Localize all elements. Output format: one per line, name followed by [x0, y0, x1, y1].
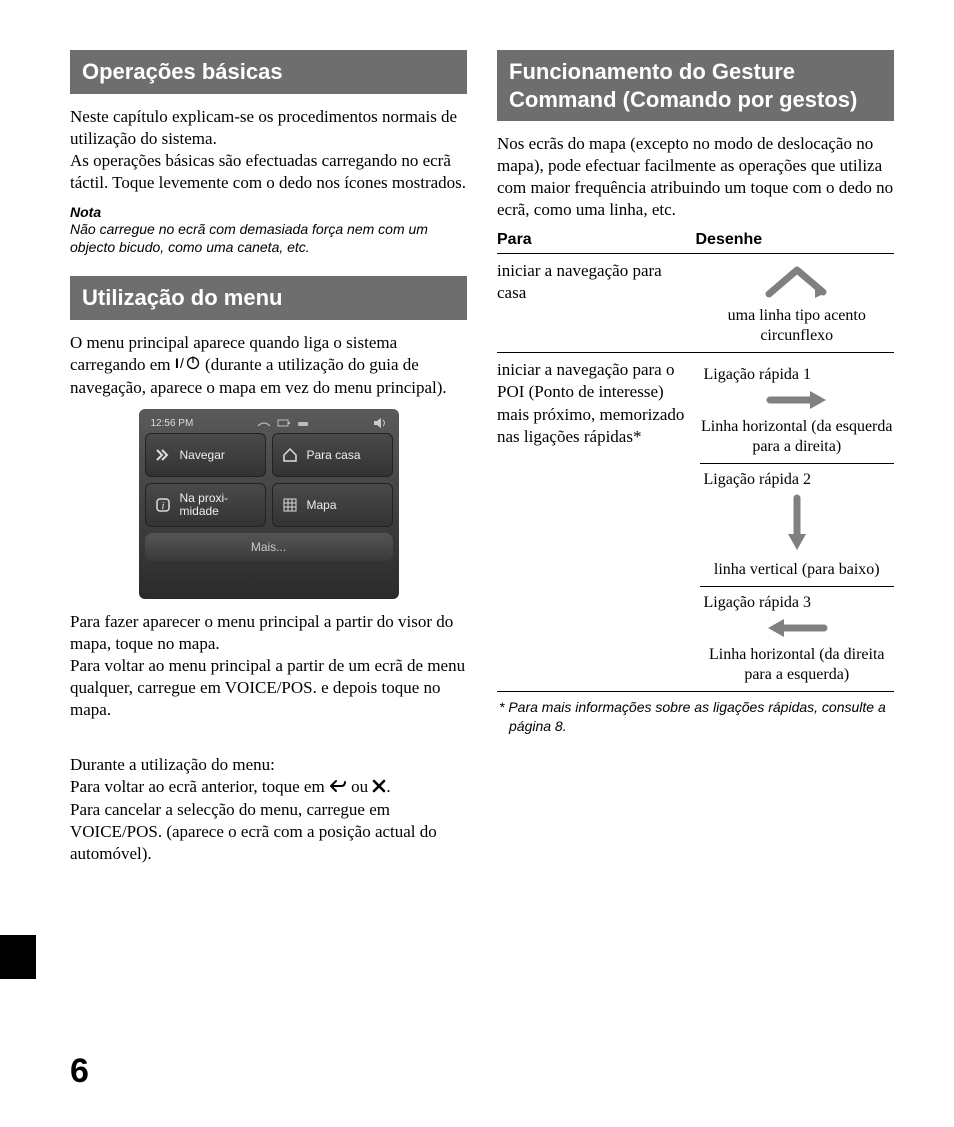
heading-utilizacao: Utilização do menu [70, 276, 467, 320]
close-icon [372, 777, 386, 799]
gesture-row-home: iniciar a navegação para casa uma linha … [497, 254, 894, 353]
svg-text:I: I [175, 355, 179, 371]
btn-mais[interactable]: Mais... [145, 533, 393, 561]
back-icon [329, 777, 347, 799]
gesture-row-poi: iniciar a navegação para o POI (Ponto de… [497, 353, 894, 692]
quick3-caption: Linha horizontal (da direita para a esqu… [700, 645, 895, 685]
para-menu-3: Durante a utilização do menu: Para volta… [70, 732, 467, 866]
para4b: ou [347, 777, 373, 796]
right-column: Funcionamento do Gesture Command (Comand… [497, 50, 894, 875]
status-bar: 12:56 PM [145, 415, 393, 433]
para-menu-2: Para fazer aparecer o menu principal a p… [70, 611, 467, 721]
quick1-block: Ligação rápida 1 Linha horizontal (da es… [700, 359, 895, 464]
power-icon: I/ [175, 355, 201, 377]
btn-para-casa-label: Para casa [307, 448, 361, 462]
home-icon [281, 446, 299, 464]
btn-na-proxi-label: Na proxi- midade [180, 492, 229, 517]
left-column: Operações básicas Neste capítulo explica… [70, 50, 467, 875]
note-label: Nota [70, 204, 467, 220]
btn-na-proxi[interactable]: i Na proxi- midade [145, 483, 266, 527]
btn-mais-label: Mais... [251, 540, 286, 554]
svg-text:i: i [161, 500, 164, 512]
quick2-caption: linha vertical (para baixo) [700, 560, 895, 580]
battery-icon [277, 418, 291, 428]
para-menu-1: O menu principal aparece quando liga o s… [70, 332, 467, 399]
car-icon [297, 418, 309, 428]
info-icon: i [154, 496, 172, 514]
quick2-block: Ligação rápida 2 linha vertical (para ba… [700, 464, 895, 587]
status-time: 12:56 PM [151, 418, 194, 429]
arrow-right-icon [762, 387, 832, 413]
quick1-label: Ligação rápida 1 [700, 365, 895, 385]
arrow-down-icon [784, 492, 810, 556]
row1-caption: uma linha tipo acento circunflexo [700, 306, 895, 346]
btn-mapa[interactable]: Mapa [272, 483, 393, 527]
circumflex-gesture-icon [757, 262, 837, 302]
speaker-icon [373, 417, 387, 429]
quick2-label: Ligação rápida 2 [700, 470, 895, 490]
row1-left: iniciar a navegação para casa [497, 260, 700, 346]
para-gesture-intro: Nos ecrãs do mapa (excepto no modo de de… [497, 133, 894, 221]
header-desenhe: Desenhe [696, 231, 895, 249]
row2-right: Ligação rápida 1 Linha horizontal (da es… [700, 359, 895, 685]
btn-para-casa[interactable]: Para casa [272, 433, 393, 477]
quick1-caption: Linha horizontal (da esquerda para a dir… [700, 417, 895, 457]
heading-operacoes: Operações básicas [70, 50, 467, 94]
note-text: Não carregue no ecrã com demasiada força… [70, 220, 467, 256]
grid-icon [281, 496, 299, 514]
arrow-left-icon [762, 615, 832, 641]
btn-navegar[interactable]: Navegar [145, 433, 266, 477]
chevrons-icon [154, 446, 172, 464]
row2-left: iniciar a navegação para o POI (Ponto de… [497, 359, 700, 685]
header-para: Para [497, 231, 696, 249]
page-number: 6 [70, 1052, 89, 1091]
row1-right: uma linha tipo acento circunflexo [700, 260, 895, 346]
page-columns: Operações básicas Neste capítulo explica… [70, 50, 894, 875]
para4a: Durante a utilização do menu: Para volta… [70, 755, 329, 796]
signal-icon [257, 418, 271, 428]
quick3-block: Ligação rápida 3 Linha horizontal (da di… [700, 587, 895, 685]
side-tab [0, 935, 36, 979]
svg-text:/: / [180, 355, 184, 371]
footnote: * Para mais informações sobre as ligaçõe… [497, 698, 894, 734]
quick3-label: Ligação rápida 3 [700, 593, 895, 613]
gesture-table: Para Desenhe iniciar a navegação para ca… [497, 231, 894, 692]
status-icons-center [257, 418, 309, 428]
menu-screenshot: 12:56 PM Navegar Para casa [139, 409, 399, 599]
gesture-header: Para Desenhe [497, 231, 894, 254]
btn-mapa-label: Mapa [307, 498, 337, 512]
heading-gesture: Funcionamento do Gesture Command (Comand… [497, 50, 894, 121]
btn-navegar-label: Navegar [180, 448, 225, 462]
para-intro: Neste capítulo explicam-se os procedimen… [70, 106, 467, 194]
